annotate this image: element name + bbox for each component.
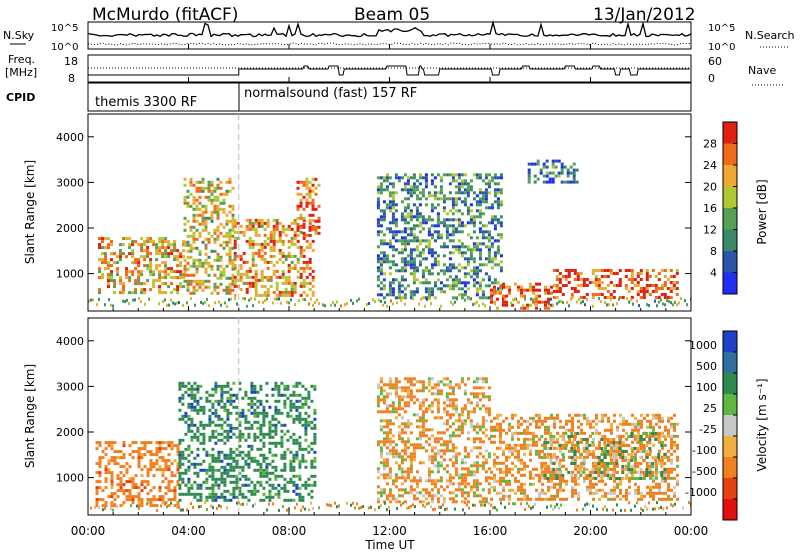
velocity-colorbar-swatch-4 xyxy=(723,394,737,415)
power-colorbar-swatch-7 xyxy=(723,143,737,165)
velocity-colorbar-label: Velocity [m s⁻¹] xyxy=(755,378,769,471)
velocity-colorbar-label-6: -100 xyxy=(692,444,717,457)
heatmap-region-6 xyxy=(490,282,553,310)
velocity-y-label: Slant Range [km] xyxy=(23,364,37,468)
station-title: McMurdo (fitACF) xyxy=(92,5,238,25)
heatmap-region-5 xyxy=(376,173,503,300)
freq-unit-label: [MHz] xyxy=(5,66,37,79)
power-colorbar-label-6: 24 xyxy=(703,159,717,172)
velocity-colorbar-swatch-8 xyxy=(723,478,737,499)
velocity-colorbar-label-5: -25 xyxy=(699,423,717,436)
nsky-trace xyxy=(87,20,692,38)
power-colorbar-swatch-5 xyxy=(723,186,737,208)
beam-title: Beam 05 xyxy=(354,5,430,25)
heatmap-region-2 xyxy=(183,177,235,295)
nsky-label: N.Sky xyxy=(3,29,35,42)
nsky-tick-top: 10^5 xyxy=(51,23,78,34)
power-colorbar-swatch-6 xyxy=(723,165,737,187)
heatmap-region-7 xyxy=(552,269,679,299)
heatmap-region-1 xyxy=(98,237,186,295)
nsky-tick-bottom: 10^0 xyxy=(51,42,78,53)
power-ytick-label-3: 3000 xyxy=(56,176,84,189)
xtick-label-2: 04:00 xyxy=(171,524,206,538)
power-axes: 1000 2000 3000 4000 xyxy=(56,114,691,311)
freq-tick-top: 18 xyxy=(64,55,78,68)
power-ytick-label-4: 4000 xyxy=(56,131,84,144)
velocity-ytick-label-4: 4000 xyxy=(56,335,84,348)
velocity-axes: 1000 2000 3000 4000 xyxy=(56,318,691,515)
power-colorbar-label: Power [dB] xyxy=(755,179,769,244)
nsearch-tick-bottom: 10^0 xyxy=(708,42,735,53)
nsearch-label: N.Search xyxy=(745,29,795,42)
nave-tick-bottom: 0 xyxy=(708,72,715,85)
velocity-colorbar-label-8: -1000 xyxy=(685,486,717,499)
velocity-colorbar-frame xyxy=(722,330,738,521)
power-y-label: Slant Range [km] xyxy=(23,160,37,264)
xtick-label-5: 16:00 xyxy=(473,524,508,538)
power-colorbar-label-5: 20 xyxy=(703,181,717,194)
xtick-label-3: 08:00 xyxy=(272,524,307,538)
power-colorbar: 4 8 12 16 20 24 28 xyxy=(703,121,738,295)
power-colorbar-label-2: 8 xyxy=(710,245,717,258)
power-colorbar-label-7: 28 xyxy=(703,138,717,151)
velocity-colorbar-swatch-7 xyxy=(723,457,737,478)
heatmap-region-3 xyxy=(233,218,315,297)
heatmap-region-5 xyxy=(540,432,667,480)
heatmap-region-4 xyxy=(296,177,321,235)
power-colorbar-label-4: 16 xyxy=(703,202,717,215)
power-colorbar-label-1: 4 xyxy=(710,267,717,280)
power-colorbar-swatch-1 xyxy=(723,272,737,294)
date-title: 13/Jan/2012 xyxy=(593,5,696,25)
ground-scatter-band xyxy=(90,501,691,512)
power-colorbar-swatch-8 xyxy=(723,122,737,144)
ground-scatter-band xyxy=(88,297,691,308)
time-axis-label: Time UT xyxy=(364,538,415,552)
xtick-label-6: 20:00 xyxy=(573,524,608,538)
power-colorbar-label-3: 12 xyxy=(703,224,717,237)
freq-tick-bottom: 8 xyxy=(68,72,75,85)
cpid-segment-2: normalsound (fast) 157 RF xyxy=(244,86,417,101)
velocity-heatmap xyxy=(90,377,691,512)
heatmap-region-3 xyxy=(376,377,491,504)
heatmap-region-4 xyxy=(490,413,679,501)
velocity-colorbar-label-4: 25 xyxy=(703,402,717,415)
power-ytick-label-2: 2000 xyxy=(56,222,84,235)
nave-tick-top: 60 xyxy=(708,55,722,68)
velocity-ytick-label-1: 1000 xyxy=(56,472,84,485)
freq-trace xyxy=(88,65,690,76)
velocity-colorbar-label-1: 1000 xyxy=(689,339,717,352)
cpid-strip-frame xyxy=(87,82,692,112)
velocity-ytick-label-3: 3000 xyxy=(56,380,84,393)
velocity-colorbar-swatch-5 xyxy=(723,415,737,436)
power-colorbar-swatch-4 xyxy=(723,208,737,230)
velocity-colorbar-swatch-9 xyxy=(723,499,737,520)
velocity-colorbar-label-3: 100 xyxy=(696,381,717,394)
cpid-label: CPID xyxy=(6,91,35,104)
velocity-colorbar-label-7: -500 xyxy=(692,465,717,478)
power-colorbar-swatch-2 xyxy=(723,251,737,273)
heatmap-region-1 xyxy=(95,441,180,508)
xtick-label-1: 00:00 xyxy=(71,524,106,538)
heatmap-region-8 xyxy=(527,159,579,184)
nave-label: Nave xyxy=(748,64,776,77)
velocity-colorbar-swatch-3 xyxy=(723,373,737,394)
velocity-colorbar-swatch-1 xyxy=(723,331,737,352)
velocity-colorbar-swatch-6 xyxy=(723,436,737,457)
velocity-colorbar-swatch-2 xyxy=(723,352,737,373)
nsearch-tick-top: 10^5 xyxy=(708,23,735,34)
cpid-segment-1: themis 3300 RF xyxy=(95,95,197,110)
velocity-colorbar: 1000 500 100 25 -25 -100 -500 -1000 xyxy=(685,330,738,521)
heatmap-region-2 xyxy=(178,381,317,502)
velocity-colorbar-label-2: 500 xyxy=(696,360,717,373)
power-colorbar-swatch-3 xyxy=(723,229,737,251)
power-heatmap xyxy=(88,159,691,310)
time-axis: 00:00 04:00 08:00 12:00 16:00 20:00 00:00 xyxy=(71,44,709,538)
xtick-label-4: 12:00 xyxy=(372,524,407,538)
power-ytick-label-1: 1000 xyxy=(56,268,84,281)
velocity-ytick-label-2: 2000 xyxy=(56,426,84,439)
xtick-label-7: 00:00 xyxy=(674,524,709,538)
freq-label: Freq. xyxy=(8,53,35,66)
